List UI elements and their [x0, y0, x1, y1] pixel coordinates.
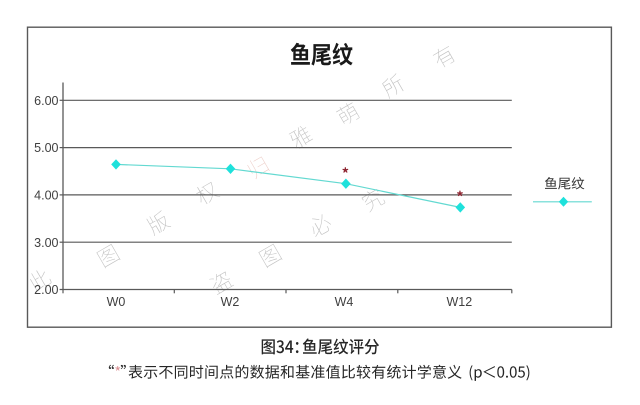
svg-text:2.00: 2.00	[34, 283, 58, 297]
svg-text:W4: W4	[335, 295, 354, 309]
svg-text:W2: W2	[221, 295, 240, 309]
svg-text:W0: W0	[107, 295, 126, 309]
svg-text:4.00: 4.00	[34, 189, 58, 203]
svg-text:5.00: 5.00	[34, 141, 58, 155]
svg-text:6.00: 6.00	[34, 94, 58, 108]
svg-text:3.00: 3.00	[34, 236, 58, 250]
svg-text:W12: W12	[446, 295, 472, 309]
